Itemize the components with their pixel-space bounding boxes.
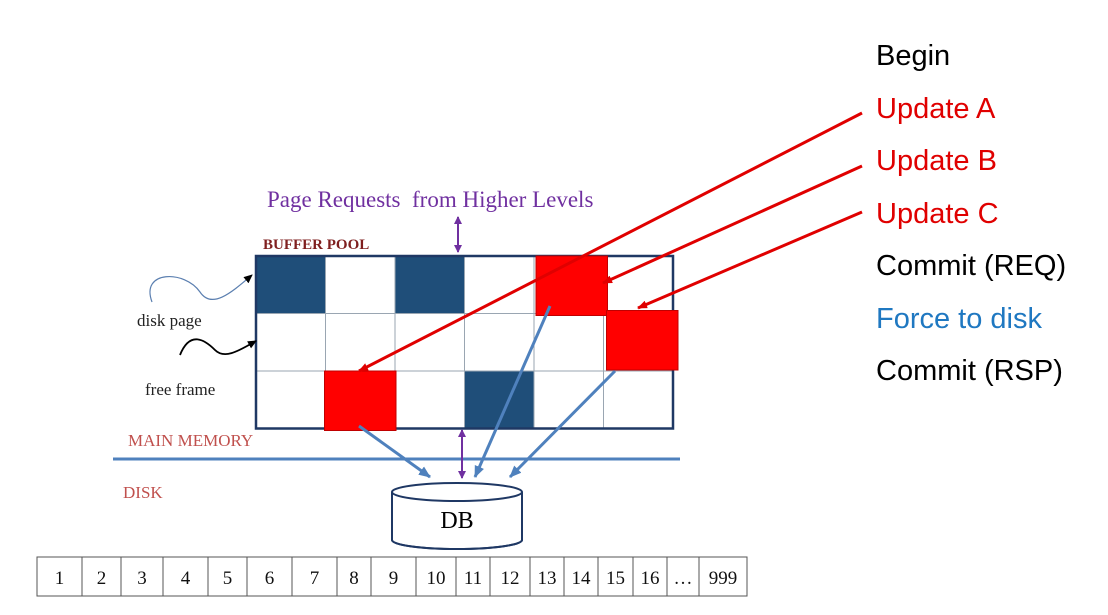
flush-arrow-b [473, 305, 552, 478]
disk-page-strip: 1 2 3 4 5 6 7 8 9 10 11 12 13 14 15 16… 999 [36, 556, 748, 597]
update-arrow-c [637, 210, 863, 310]
update-arrow-b [602, 164, 863, 285]
disk-page-number: 13 [538, 568, 557, 589]
step-update-a: Update A [876, 92, 996, 125]
buffer-frame-free [255, 370, 326, 429]
disk-page-cell [415, 556, 457, 597]
buffer-frame-free [603, 255, 674, 314]
buffer-frame-free [533, 370, 604, 429]
disk-page-number: 999 [709, 568, 738, 589]
disk-page-cell [291, 556, 338, 597]
disk-page-number: 2 [97, 568, 107, 589]
disk-page-cell [36, 556, 83, 597]
disk-page-pointer-arrow [149, 274, 253, 303]
update-arrow-a [358, 111, 863, 373]
buffer-frame-free [394, 370, 465, 429]
free-frame-label: free frame [145, 380, 215, 399]
buffer-frame-free [464, 313, 535, 372]
disk-page-cell [529, 556, 565, 597]
buffer-frame-free [325, 313, 396, 372]
step-commit-rsp: Commit (RSP) [876, 355, 1063, 387]
step-update-b: Update B [876, 145, 997, 177]
disk-page-number: 9 [389, 568, 399, 589]
disk-page-cell [455, 556, 491, 597]
disk-page-number: 5 [223, 568, 233, 589]
disk-page-cell [632, 556, 668, 597]
db-cylinder [391, 482, 523, 550]
db-label: DB [440, 508, 473, 534]
disk-label: DISK [123, 483, 163, 502]
updated-frame-b [535, 255, 608, 316]
disk-page-cell [666, 556, 700, 597]
disk-page-number: 14 [572, 568, 592, 589]
buffer-frame-free [603, 370, 674, 429]
disk-page-number: 6 [265, 568, 275, 589]
disk-page-number: 11 [464, 568, 482, 589]
flush-arrow-a [358, 424, 431, 479]
disk-page-cell [698, 556, 748, 597]
disk-page-cell [81, 556, 122, 597]
page-requests-title: Page Requests from Higher Levels [267, 187, 593, 212]
updated-frame-c [606, 310, 679, 371]
disk-page-number: 16 [641, 568, 660, 589]
disk-page-cell [370, 556, 417, 597]
step-commit-req: Commit (REQ) [876, 250, 1067, 282]
disk-page-number: 4 [181, 568, 191, 589]
buffer-frame-free [325, 255, 396, 314]
arrows-layer [358, 111, 863, 479]
updated-frame-a [324, 370, 397, 431]
disk-page-number: 12 [501, 568, 520, 589]
buffer-frame-free [533, 313, 604, 372]
buffer-frame-free [464, 255, 535, 314]
buffer-frame-disk-page [255, 255, 326, 314]
buffer-frame-free [255, 313, 326, 372]
disk-page-number: … [674, 568, 693, 589]
disk-page-number: 10 [427, 568, 446, 589]
disk-page-number: 8 [349, 568, 359, 589]
buffer-pool-label: BUFFER POOL [263, 237, 369, 253]
disk-page-cell [120, 556, 164, 597]
disk-page-number: 3 [137, 568, 147, 589]
disk-page-label: disk page [137, 311, 202, 330]
free-frame-pointer-arrow [179, 338, 257, 356]
disk-page-number: 1 [55, 568, 65, 589]
flush-arrow-c [508, 369, 617, 479]
disk-page-number: 15 [606, 568, 625, 589]
step-begin: Begin [876, 40, 951, 72]
transaction-steps: Begin Update A Update B Update C Commit (REQ… [876, 30, 1066, 398]
step-update-c: Update C [876, 197, 999, 230]
buffer-pool-grid [254, 254, 679, 431]
buffer-frame-disk-page [394, 255, 465, 314]
step-force-to-disk: Force to disk [876, 302, 1042, 335]
disk-page-number: 7 [310, 568, 320, 589]
main-memory-label: MAIN MEMORY [128, 431, 253, 450]
